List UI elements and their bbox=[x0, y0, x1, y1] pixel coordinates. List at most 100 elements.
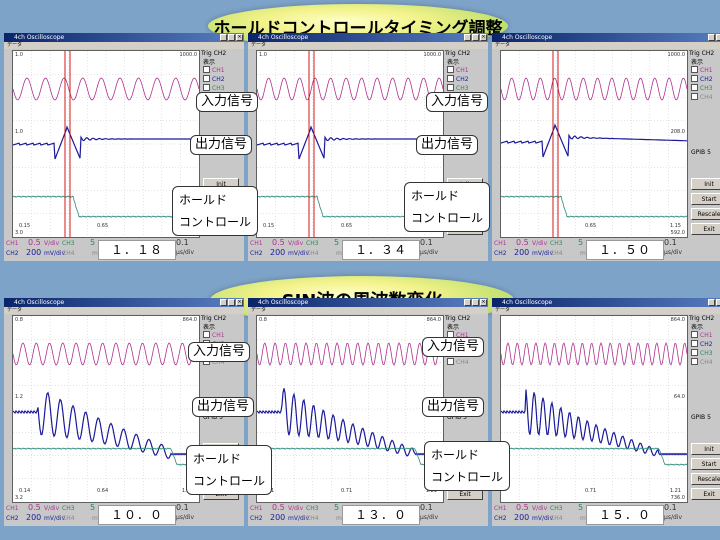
ch1-checkbox[interactable]: CH1 bbox=[203, 66, 225, 75]
window-titlebar[interactable]: 4ch Oscilloscope × bbox=[248, 33, 488, 42]
trig-label: Trig bbox=[445, 315, 456, 322]
trigger-setting[interactable]: Trig CH2 bbox=[445, 315, 485, 323]
ch2-unit: mV/div bbox=[288, 250, 309, 257]
axis-label-right-mid: 208.0 bbox=[670, 129, 685, 135]
ch2-checkbox[interactable]: CH2 bbox=[203, 75, 225, 84]
waveform-canvas bbox=[13, 316, 199, 502]
minimize-button[interactable] bbox=[708, 34, 715, 41]
ch3-checkbox[interactable]: CH3 bbox=[447, 84, 469, 93]
axis-label-right-top: 1000.0 bbox=[179, 52, 198, 58]
frequency-label: １．１８MHz bbox=[98, 240, 176, 260]
ch1-checkbox[interactable]: CH1 bbox=[203, 331, 225, 340]
ch3-checkbox[interactable]: CH3 bbox=[203, 84, 225, 93]
ch2-checkbox[interactable]: CH2 bbox=[447, 75, 469, 84]
axis-label-x-right: 1.21 bbox=[425, 488, 437, 494]
minimize-button[interactable] bbox=[220, 299, 227, 306]
ch1-tag: CH1 bbox=[494, 240, 507, 247]
maximize-button[interactable] bbox=[716, 34, 720, 41]
hold-label-line1: ホールド bbox=[411, 189, 460, 203]
init-button[interactable]: Init bbox=[691, 443, 720, 455]
close-button[interactable]: × bbox=[480, 299, 487, 306]
minimize-button[interactable] bbox=[464, 34, 471, 41]
axis-label-y-mid: 1.2 bbox=[15, 394, 23, 400]
ch4-checkbox[interactable]: CH4 bbox=[447, 358, 469, 367]
waveform-canvas bbox=[13, 51, 199, 237]
rescale-button[interactable]: Rescale bbox=[691, 208, 720, 220]
ch3-checkbox[interactable]: CH3 bbox=[691, 349, 713, 358]
window-titlebar[interactable]: 4ch Oscilloscope × bbox=[492, 33, 720, 42]
display-label: 表示 bbox=[447, 59, 460, 66]
ch1-checkbox[interactable]: CH1 bbox=[691, 66, 713, 75]
window-titlebar[interactable]: 4ch Oscilloscope × bbox=[4, 33, 244, 42]
maximize-button[interactable] bbox=[472, 299, 479, 306]
minimize-button[interactable] bbox=[464, 299, 471, 306]
window-titlebar[interactable]: 4ch Oscilloscope × bbox=[248, 298, 488, 307]
exit-button[interactable]: Exit bbox=[691, 223, 720, 235]
menu-item-data[interactable]: データ bbox=[495, 307, 511, 313]
exit-button[interactable]: Exit bbox=[691, 488, 720, 500]
menu-item-data[interactable]: データ bbox=[7, 42, 23, 48]
display-label: 表示 bbox=[691, 59, 704, 66]
ch1-input-trace bbox=[501, 341, 687, 367]
ch4-tag: CH4 bbox=[306, 515, 319, 522]
trigger-setting[interactable]: Trig CH2 bbox=[445, 50, 485, 58]
maximize-button[interactable] bbox=[228, 34, 235, 41]
rescale-button[interactable]: Rescale bbox=[691, 473, 720, 485]
ch4-checkbox[interactable]: CH4 bbox=[691, 358, 713, 367]
gpib-setting[interactable]: GPIB 5 bbox=[691, 149, 711, 156]
menu-item-data[interactable]: データ bbox=[495, 42, 511, 48]
menu-item-data[interactable]: データ bbox=[251, 42, 267, 48]
init-button[interactable]: Init bbox=[691, 178, 720, 190]
axis-label-right-top: 1000.0 bbox=[423, 52, 442, 58]
window-titlebar[interactable]: 4ch Oscilloscope × bbox=[492, 298, 720, 307]
ch2-checkbox[interactable]: CH2 bbox=[691, 340, 713, 349]
close-button[interactable]: × bbox=[236, 34, 243, 41]
minimize-button[interactable] bbox=[708, 299, 715, 306]
close-button[interactable]: × bbox=[236, 299, 243, 306]
input-signal-callout: 入力信号 bbox=[196, 92, 259, 112]
ch3-tag: CH3 bbox=[550, 240, 563, 247]
axis-label-x-mid: 0.71 bbox=[341, 488, 353, 494]
axis-label-x-right: 1.15 bbox=[669, 223, 681, 229]
ch2-unit: mV/div bbox=[532, 515, 553, 522]
timebase-unit: μs/div bbox=[176, 249, 194, 256]
axis-label-right-top: 1000.0 bbox=[667, 52, 686, 58]
ch1-checkbox[interactable]: CH1 bbox=[447, 66, 469, 75]
maximize-button[interactable] bbox=[472, 34, 479, 41]
menu-item-data[interactable]: データ bbox=[7, 307, 23, 313]
trig-channel: CH2 bbox=[213, 50, 227, 57]
output-signal-callout: 出力信号 bbox=[416, 135, 479, 155]
ch1-checkbox[interactable]: CH1 bbox=[691, 331, 713, 340]
maximize-button[interactable] bbox=[716, 299, 720, 306]
close-button[interactable]: × bbox=[480, 34, 487, 41]
ch2-output-trace bbox=[501, 123, 687, 158]
ch1-input-trace bbox=[257, 342, 443, 366]
menu-item-data[interactable]: データ bbox=[251, 307, 267, 313]
ch3-checkbox[interactable]: CH3 bbox=[691, 84, 713, 93]
gpib-setting[interactable]: GPIB 5 bbox=[203, 414, 223, 421]
trigger-setting[interactable]: Trig CH2 bbox=[201, 50, 241, 58]
trigger-setting[interactable]: Trig CH2 bbox=[201, 315, 241, 323]
output-signal-callout: 出力信号 bbox=[192, 397, 255, 417]
start-button[interactable]: Start bbox=[691, 193, 720, 205]
gpib-setting[interactable]: GPIB 5 bbox=[691, 414, 711, 421]
oscilloscope-window: 4ch Oscilloscope × データ 0.8 1.2 3.2 864.0 0.1… bbox=[4, 298, 244, 526]
gpib-setting[interactable]: GPIB 5 bbox=[447, 414, 467, 421]
trig-channel: CH2 bbox=[701, 315, 715, 322]
start-button[interactable]: Start bbox=[691, 458, 720, 470]
trigger-setting[interactable]: Trig CH2 bbox=[689, 50, 720, 58]
hold-control-callout: ホールド コントロール bbox=[172, 186, 259, 236]
ch2-scale: 200 bbox=[270, 248, 286, 257]
window-titlebar[interactable]: 4ch Oscilloscope × bbox=[4, 298, 244, 307]
maximize-button[interactable] bbox=[228, 299, 235, 306]
timebase-unit: μs/div bbox=[176, 514, 194, 521]
ch3-scale: 5 bbox=[90, 238, 96, 247]
ch2-checkbox[interactable]: CH2 bbox=[691, 75, 713, 84]
ch3-scale: 5 bbox=[334, 503, 340, 512]
minimize-button[interactable] bbox=[220, 34, 227, 41]
ch3-hold-trace bbox=[257, 447, 443, 466]
ch4-checkbox[interactable]: CH4 bbox=[691, 93, 713, 102]
trigger-setting[interactable]: Trig CH2 bbox=[689, 315, 720, 323]
ch2-unit: mV/div bbox=[288, 515, 309, 522]
